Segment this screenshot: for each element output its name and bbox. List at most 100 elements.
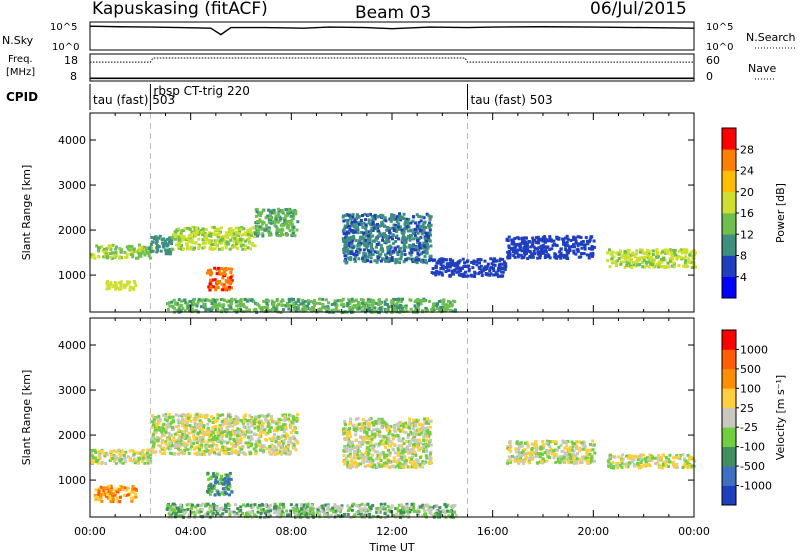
range-cell xyxy=(557,236,560,239)
range-cell xyxy=(228,482,231,485)
range-cell xyxy=(413,510,416,513)
range-cell xyxy=(255,303,258,306)
range-cell xyxy=(670,251,673,254)
range-cell xyxy=(268,429,271,432)
range-cell xyxy=(160,430,163,433)
range-cell xyxy=(118,452,121,455)
range-cell xyxy=(351,224,354,227)
range-cell xyxy=(211,306,214,309)
range-cell xyxy=(191,239,194,242)
range-cell xyxy=(282,308,285,311)
range-cell xyxy=(171,444,174,447)
range-cell xyxy=(284,419,287,422)
range-cell xyxy=(475,263,478,266)
range-cell xyxy=(529,251,532,254)
range-cell xyxy=(290,503,293,506)
range-cell xyxy=(174,238,177,241)
range-cell xyxy=(239,419,242,422)
range-cell xyxy=(260,508,263,511)
range-cell xyxy=(152,434,155,437)
range-cell xyxy=(411,245,414,248)
freq-right-tick-top: 60 xyxy=(706,54,720,67)
range-cell xyxy=(166,438,169,441)
range-cell xyxy=(188,452,191,455)
y-tick-label: 2000 xyxy=(58,224,86,237)
y-tick-label: 4000 xyxy=(58,134,86,147)
range-cell xyxy=(195,423,198,426)
range-cell xyxy=(253,433,256,436)
range-cell xyxy=(230,302,233,305)
range-cell xyxy=(288,513,291,516)
range-cell xyxy=(188,424,191,427)
range-cell xyxy=(209,278,212,281)
range-cell xyxy=(255,311,258,314)
range-cell xyxy=(651,263,654,266)
range-cell xyxy=(402,511,405,514)
range-cell xyxy=(361,226,364,229)
range-cell xyxy=(331,507,334,510)
range-cell xyxy=(619,263,622,266)
range-cell xyxy=(424,259,427,262)
colorbar-tick-label: 28 xyxy=(740,143,754,156)
station-title: Kapuskasing (fitACF) xyxy=(92,0,268,19)
range-cell xyxy=(159,235,162,238)
range-cell xyxy=(121,449,124,452)
range-cell xyxy=(639,251,642,254)
range-cell xyxy=(122,462,125,465)
range-cell xyxy=(272,303,275,306)
range-cell xyxy=(641,265,644,268)
range-cell xyxy=(182,247,185,250)
range-cell xyxy=(429,255,432,258)
range-cell xyxy=(172,233,175,236)
range-cell xyxy=(221,512,224,515)
range-cell xyxy=(537,246,540,249)
range-cell xyxy=(224,288,227,291)
range-cell xyxy=(423,221,426,224)
range-cell xyxy=(248,236,251,239)
range-cell xyxy=(411,248,414,251)
range-cell xyxy=(611,261,614,264)
range-cell xyxy=(216,298,219,301)
range-cell xyxy=(560,254,563,257)
range-cell xyxy=(131,253,134,256)
range-cell xyxy=(173,307,176,310)
range-cell xyxy=(132,287,135,290)
range-cell xyxy=(351,509,354,512)
colorbar-swatch xyxy=(722,213,736,235)
range-cell xyxy=(507,244,510,247)
range-cell xyxy=(233,237,236,240)
range-cell xyxy=(91,449,94,452)
range-cell xyxy=(290,442,293,445)
range-cell xyxy=(440,306,443,309)
range-cell xyxy=(396,507,399,510)
range-cell xyxy=(577,242,580,245)
range-cell xyxy=(220,475,223,478)
range-cell xyxy=(321,303,324,306)
range-cell xyxy=(193,303,196,306)
range-cell xyxy=(257,444,260,447)
range-cell xyxy=(367,213,370,216)
range-cell xyxy=(428,232,431,235)
range-cell xyxy=(662,265,665,268)
range-cell xyxy=(358,223,361,226)
range-cell xyxy=(250,511,253,514)
range-cell xyxy=(230,452,233,455)
range-cell xyxy=(384,219,387,222)
range-cell xyxy=(387,227,390,230)
range-cell xyxy=(409,222,412,225)
range-cell xyxy=(223,299,226,302)
range-cell xyxy=(254,452,257,455)
range-cell xyxy=(275,422,278,425)
range-cell xyxy=(272,308,275,311)
range-cell xyxy=(225,510,228,513)
range-cell xyxy=(273,507,276,510)
range-cell xyxy=(684,259,687,262)
range-cell xyxy=(178,238,181,241)
range-cell xyxy=(235,300,238,303)
range-cell xyxy=(357,510,360,513)
range-cell xyxy=(356,304,359,307)
range-cell xyxy=(362,299,365,302)
range-cell xyxy=(185,426,188,429)
range-cell xyxy=(275,232,278,235)
